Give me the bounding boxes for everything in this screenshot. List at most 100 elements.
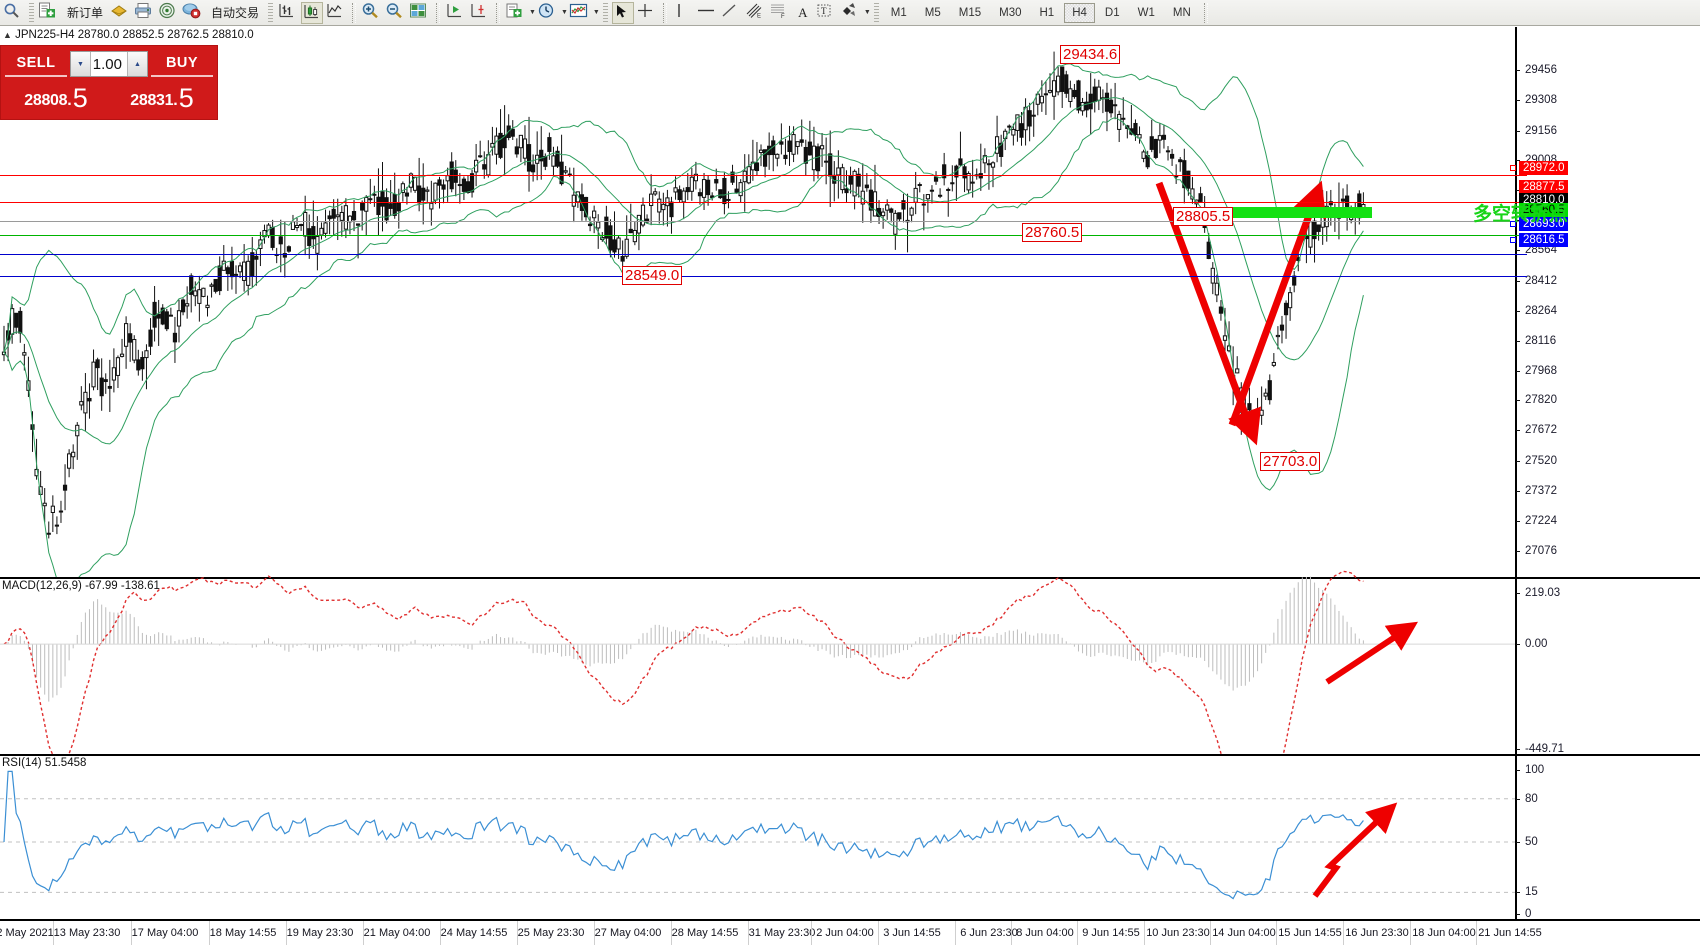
new-order-icon[interactable] xyxy=(38,2,60,24)
zoom-out-icon[interactable] xyxy=(385,2,407,24)
buy-price[interactable]: 28831. 5 xyxy=(111,80,213,112)
vertical-line-icon[interactable] xyxy=(672,2,694,24)
price-chart-svg xyxy=(1,51,1366,590)
autotrading-icon[interactable] xyxy=(182,2,204,24)
cursor-arrow-icon[interactable] xyxy=(611,1,634,24)
toolbar-gripper-3[interactable] xyxy=(602,2,608,23)
timeframe-m5-button[interactable]: M5 xyxy=(924,6,941,19)
green-support-zone[interactable] xyxy=(1200,207,1372,218)
volume-stepper[interactable]: ▼ 1.00 ▲ xyxy=(70,51,148,77)
autotrading-label[interactable]: 自动交易 xyxy=(211,6,260,20)
templates-chart-icon[interactable] xyxy=(569,2,591,24)
chart-area[interactable]: ▲ JPN225-H4 28780.0 28852.5 28762.5 2881… xyxy=(0,27,1700,945)
tile-windows-icon[interactable] xyxy=(409,2,431,24)
shapes-icon[interactable] xyxy=(840,2,862,24)
one-click-trading-panel[interactable]: SELL ▼ 1.00 ▲ BUY 28808. 5 28831. 5 xyxy=(0,45,218,120)
macd-axis[interactable]: 219.03 0.00 -449.71 xyxy=(1515,579,1700,755)
period-dropdown-caret[interactable]: ▼ xyxy=(560,9,568,16)
sell-button[interactable]: SELL xyxy=(5,51,67,77)
price-badge-pin-icon[interactable] xyxy=(1510,164,1516,171)
price-badge-line-red[interactable]: 28972.0 xyxy=(1510,160,1568,175)
timeframe-d1-button[interactable]: D1 xyxy=(1104,6,1120,19)
search-icon[interactable] xyxy=(3,2,25,24)
time-axis-label: 14 Jun 04:00 xyxy=(1212,927,1276,939)
text-box-icon[interactable]: T xyxy=(816,2,838,24)
time-axis-separator xyxy=(1077,921,1078,945)
horizontal-line-28693[interactable] xyxy=(0,254,1515,255)
timeframe-mn-button[interactable]: MN xyxy=(1172,6,1191,19)
price-annotation-label[interactable]: 28805.5 xyxy=(1173,207,1234,226)
timeframe-m1-button[interactable]: M1 xyxy=(890,6,907,19)
price-annotation-label[interactable]: 27703.0 xyxy=(1260,452,1321,471)
macd-tick: 219.03 xyxy=(1515,587,1560,599)
buy-price-integer: 28831 xyxy=(130,92,174,109)
indicators-icon[interactable] xyxy=(505,2,527,24)
timeframe-h4-button[interactable]: H4 xyxy=(1064,2,1095,23)
collapse-triangle-icon[interactable]: ▲ xyxy=(3,30,12,40)
line-chart-icon[interactable] xyxy=(325,2,347,24)
bar-chart-icon[interactable] xyxy=(277,2,299,24)
price-tick: 27968 xyxy=(1516,365,1557,377)
horizontal-line-icon[interactable] xyxy=(696,2,718,24)
horizontal-line-28877.5[interactable] xyxy=(0,202,1515,203)
period-clock-icon[interactable] xyxy=(537,2,559,24)
price-annotation-label[interactable]: 28760.5 xyxy=(1022,223,1083,242)
toolbar-separator-2 xyxy=(436,2,441,23)
timeframe-w1-button[interactable]: W1 xyxy=(1137,6,1155,19)
crosshair-icon[interactable] xyxy=(636,2,658,24)
price-axis[interactable]: 2945629308291562900828860287122856428412… xyxy=(1510,27,1700,577)
time-axis-separator xyxy=(517,921,518,945)
timeframe-m30-button[interactable]: M30 xyxy=(999,6,1022,19)
volume-value[interactable]: 1.00 xyxy=(92,55,122,73)
indicators-dropdown-caret[interactable]: ▼ xyxy=(529,9,536,16)
sell-price-integer: 28808 xyxy=(24,92,68,109)
candlestick-chart-icon[interactable] xyxy=(301,1,324,24)
new-order-label[interactable]: 新订单 xyxy=(67,6,104,20)
price-badge-line-blue[interactable]: 28616.5 xyxy=(1510,232,1568,247)
rsi-axis[interactable]: 100 80 50 15 0 xyxy=(1515,756,1700,920)
horizontal-line-axis-stub xyxy=(1515,175,1527,176)
templates-dropdown-caret[interactable]: ▼ xyxy=(592,9,600,16)
price-badge-line-red[interactable]: 28877.5 xyxy=(1519,179,1568,194)
shapes-dropdown-caret[interactable]: ▼ xyxy=(863,9,871,16)
volume-increment-button[interactable]: ▲ xyxy=(127,52,147,76)
text-label-icon[interactable]: A xyxy=(798,4,808,20)
price-badge-line-blue[interactable]: 28693.0 xyxy=(1510,217,1568,232)
chart-shift-icon[interactable] xyxy=(469,2,491,24)
horizontal-line-28760.5[interactable] xyxy=(0,235,1515,236)
timeframe-h1-button[interactable]: H1 xyxy=(1039,6,1055,19)
zoom-in-icon[interactable] xyxy=(361,2,383,24)
toolbar-gripper[interactable] xyxy=(29,2,34,23)
timeframe-m15-button[interactable]: M15 xyxy=(958,6,982,19)
price-pane[interactable]: ▲ JPN225-H4 28780.0 28852.5 28762.5 2881… xyxy=(0,27,1700,590)
price-badge-line-green[interactable]: 28760.5 xyxy=(1519,203,1568,218)
horizontal-line-28810[interactable] xyxy=(0,221,1515,222)
equidistant-channel-icon[interactable]: E xyxy=(744,2,766,24)
print-icon[interactable] xyxy=(134,2,156,24)
rsi-drawn-arrow[interactable] xyxy=(1312,802,1398,898)
auto-scroll-icon[interactable] xyxy=(445,2,467,24)
templates-icon[interactable] xyxy=(110,2,132,24)
rsi-pane[interactable]: RSI(14) 51.5458 100 80 50 15 0 xyxy=(0,754,1700,920)
price-annotation-label[interactable]: 29434.6 xyxy=(1060,45,1121,64)
sell-price[interactable]: 28808. 5 xyxy=(5,80,107,112)
trendline-icon[interactable] xyxy=(720,2,742,24)
macd-histogram xyxy=(7,576,1364,702)
toolbar-gripper-2[interactable] xyxy=(268,2,274,23)
buy-button[interactable]: BUY xyxy=(151,51,213,77)
price-badge-pin-icon[interactable] xyxy=(1510,236,1516,243)
rsi-line xyxy=(3,770,1364,900)
price-badge-pin-icon[interactable] xyxy=(1510,221,1516,228)
horizontal-line-28616.5[interactable] xyxy=(0,276,1515,277)
volume-decrement-button[interactable]: ▼ xyxy=(71,52,91,76)
horizontal-line-28972[interactable] xyxy=(0,175,1515,176)
up-arrow[interactable] xyxy=(1228,180,1327,427)
fibonacci-icon[interactable]: F xyxy=(768,2,790,24)
toolbar-gripper-4[interactable] xyxy=(873,2,879,23)
price-annotation-label[interactable]: 28549.0 xyxy=(622,266,683,285)
news-globe-icon[interactable] xyxy=(158,2,180,24)
macd-drawn-arrow[interactable] xyxy=(1325,621,1419,685)
time-axis-separator xyxy=(671,921,672,945)
macd-pane[interactable]: MACD(12,26,9) -67.99 -138.61 219.03 0.00 -… xyxy=(0,570,1700,834)
